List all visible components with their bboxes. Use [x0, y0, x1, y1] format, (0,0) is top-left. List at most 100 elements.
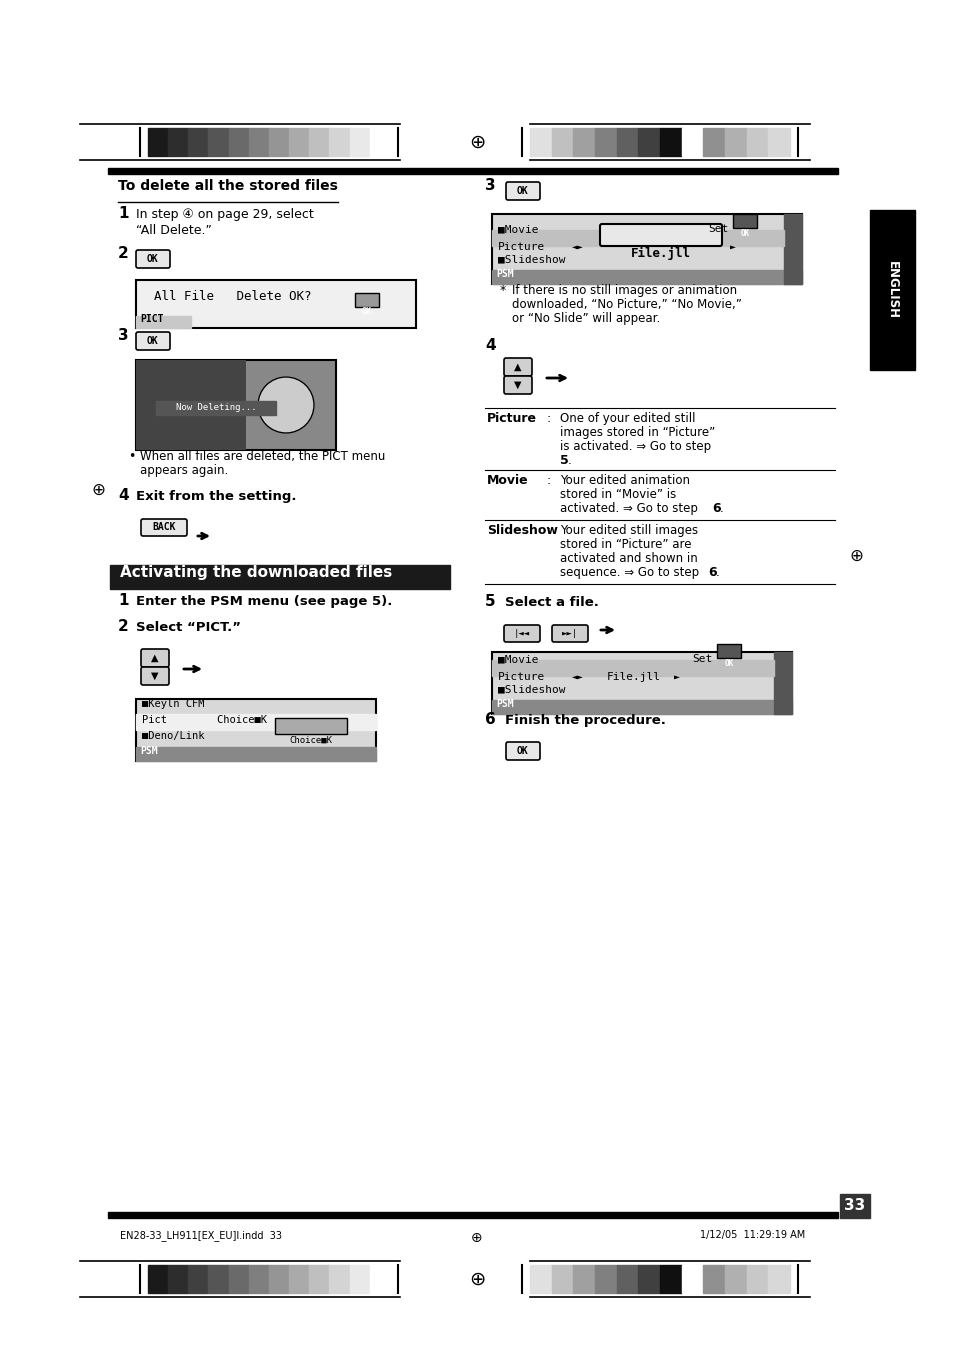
Text: 4: 4	[484, 338, 496, 353]
Text: stored in “Picture” are: stored in “Picture” are	[559, 538, 691, 551]
Bar	[108, 1212, 837, 1219]
Text: 6: 6	[484, 712, 496, 727]
FancyBboxPatch shape	[141, 667, 169, 685]
Text: EN28-33_LH911[EX_EU]I.indd  33: EN28-33_LH911[EX_EU]I.indd 33	[120, 1229, 282, 1242]
Text: ■Slideshow: ■Slideshow	[497, 254, 565, 263]
Text: Activating the downloaded files: Activating the downloaded files	[120, 565, 392, 580]
Text: 5: 5	[484, 594, 496, 609]
Text: 1/12/05  11:29:19 AM: 1/12/05 11:29:19 AM	[700, 1229, 804, 1240]
Text: 4: 4	[118, 488, 129, 503]
Bar	[595, 1265, 616, 1293]
Bar	[289, 128, 309, 155]
Bar	[329, 128, 350, 155]
Bar	[229, 128, 249, 155]
Text: Exit from the setting.: Exit from the setting.	[136, 490, 296, 503]
Text: 33: 33	[843, 1198, 864, 1213]
Bar	[309, 128, 329, 155]
Text: or “No Slide” will appear.: or “No Slide” will appear.	[512, 312, 659, 326]
Bar	[492, 270, 801, 284]
Text: OK: OK	[517, 186, 528, 196]
Text: PICT: PICT	[140, 313, 163, 324]
Text: If there is no still images or animation: If there is no still images or animation	[512, 284, 737, 297]
FancyBboxPatch shape	[136, 250, 170, 267]
Text: To delete all the stored files: To delete all the stored files	[118, 178, 337, 193]
Bar	[168, 128, 188, 155]
Bar	[329, 1265, 350, 1293]
Text: ⊕: ⊕	[91, 481, 105, 499]
Text: .: .	[716, 566, 719, 580]
Text: is activated. ⇒ Go to step: is activated. ⇒ Go to step	[559, 440, 710, 453]
Text: Pict        Choice■K: Pict Choice■K	[142, 715, 267, 725]
Text: Your edited animation: Your edited animation	[559, 474, 689, 486]
Bar	[840, 1194, 869, 1219]
Bar	[168, 1265, 188, 1293]
Text: OK: OK	[740, 228, 749, 238]
Bar	[492, 213, 801, 284]
Bar	[681, 128, 702, 155]
Text: 3: 3	[118, 328, 129, 343]
FancyBboxPatch shape	[503, 376, 532, 394]
Text: :: :	[546, 412, 551, 426]
Bar	[767, 1265, 789, 1293]
Text: PSM: PSM	[140, 746, 157, 757]
Text: 5: 5	[559, 454, 568, 467]
Text: Select a file.: Select a file.	[504, 596, 598, 609]
Bar	[229, 1265, 249, 1293]
Text: .: .	[567, 454, 571, 467]
Text: Slideshow: Slideshow	[486, 524, 558, 536]
Bar	[209, 128, 229, 155]
Bar	[249, 1265, 269, 1293]
Bar	[156, 401, 275, 415]
Text: images stored in “Picture”: images stored in “Picture”	[559, 426, 715, 439]
Bar	[869, 209, 914, 370]
Text: downloaded, “No Picture,” “No Movie,”: downloaded, “No Picture,” “No Movie,”	[512, 299, 741, 311]
Text: OK: OK	[147, 254, 159, 263]
Text: PSM: PSM	[496, 269, 513, 280]
Text: 2: 2	[118, 246, 129, 261]
Text: ⊕: ⊕	[468, 1270, 485, 1289]
Bar	[136, 316, 191, 328]
Bar	[108, 168, 837, 174]
Text: sequence. ⇒ Go to step: sequence. ⇒ Go to step	[559, 566, 702, 580]
Text: ►: ►	[673, 671, 679, 682]
FancyBboxPatch shape	[732, 213, 757, 228]
Text: 1: 1	[118, 593, 129, 608]
Text: “All Delete.”: “All Delete.”	[136, 224, 212, 236]
Bar	[530, 1265, 551, 1293]
Bar	[269, 1265, 289, 1293]
Text: PSM: PSM	[496, 698, 513, 709]
Bar	[370, 128, 390, 155]
Bar	[616, 1265, 638, 1293]
Text: ▲: ▲	[152, 653, 158, 663]
Bar	[249, 128, 269, 155]
Bar	[551, 128, 573, 155]
Text: One of your edited still: One of your edited still	[559, 412, 695, 426]
Text: Enter the PSM menu (see page 5).: Enter the PSM menu (see page 5).	[136, 594, 392, 608]
Text: activated. ⇒ Go to step: activated. ⇒ Go to step	[559, 503, 700, 515]
FancyBboxPatch shape	[552, 626, 587, 642]
Bar	[638, 1265, 659, 1293]
Bar	[681, 1265, 702, 1293]
Bar	[136, 280, 416, 328]
Text: ►►|: ►►|	[561, 628, 578, 638]
Text: Picture: Picture	[497, 671, 545, 682]
Bar	[573, 1265, 595, 1293]
Text: ▼: ▼	[514, 380, 521, 390]
Text: In step ④ on page 29, select: In step ④ on page 29, select	[136, 208, 314, 222]
Text: ⊕: ⊕	[471, 1231, 482, 1246]
Text: ENGLISH: ENGLISH	[884, 261, 898, 319]
Bar	[136, 359, 246, 450]
Text: activated and shown in: activated and shown in	[559, 553, 697, 565]
Text: ■Slideshow: ■Slideshow	[497, 684, 565, 694]
Text: Now Deleting...: Now Deleting...	[175, 404, 256, 412]
Text: OK: OK	[361, 308, 372, 316]
Bar	[309, 1265, 329, 1293]
Bar	[492, 653, 791, 713]
Text: ■Movie: ■Movie	[497, 654, 537, 663]
FancyBboxPatch shape	[141, 648, 169, 667]
Bar	[136, 747, 375, 761]
Text: ►: ►	[729, 242, 735, 253]
Bar	[746, 128, 767, 155]
Text: ■Keyln CFM: ■Keyln CFM	[142, 698, 204, 709]
Bar	[136, 698, 375, 761]
